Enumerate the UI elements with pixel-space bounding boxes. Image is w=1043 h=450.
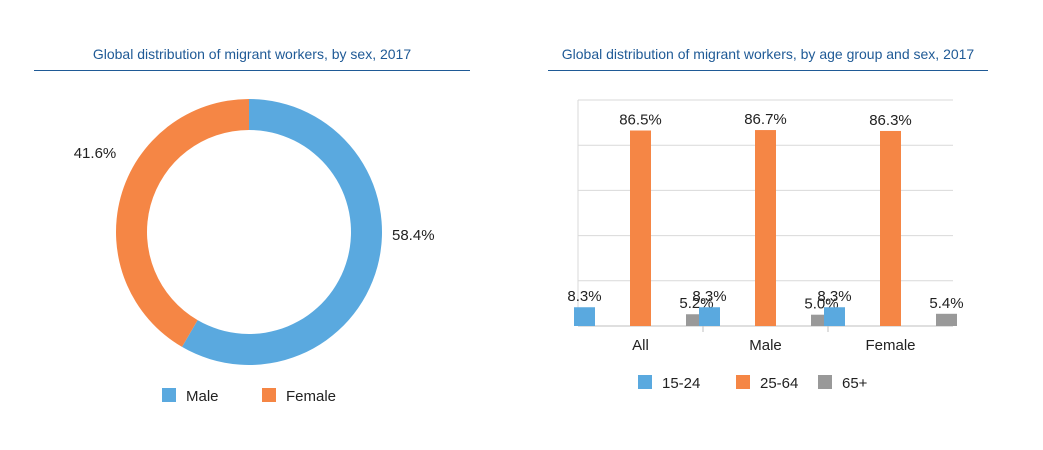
donut-slice-male <box>182 99 382 365</box>
donut-title-rule <box>34 70 470 71</box>
bar-male-25-64 <box>755 130 776 326</box>
donut-slice-female <box>115 99 250 347</box>
x-tick-label-all: All <box>632 337 649 354</box>
bar-male-65+ <box>811 314 832 326</box>
legend-swatch-male <box>162 388 176 402</box>
bar-all-65+ <box>686 314 707 326</box>
legend-swatch-65+ <box>818 375 832 389</box>
x-tick-label-female: Female <box>865 337 915 354</box>
bar-data-label: 86.7% <box>744 111 787 128</box>
legend-label-male: Male <box>186 388 219 405</box>
donut-label-female: 41.6% <box>74 145 117 162</box>
bar-female-65+ <box>936 313 957 326</box>
bar-chart-title: Global distribution of migrant workers, … <box>561 46 975 62</box>
legend-swatch-female <box>262 388 276 402</box>
bar-all-25-64 <box>630 130 651 326</box>
bar-female-25-64 <box>880 130 901 326</box>
bar-data-label: 86.3% <box>869 112 912 129</box>
bar-male-15-24 <box>699 307 720 326</box>
bar-data-label: 5.4% <box>929 295 963 312</box>
donut-chart-title: Global distribution of migrant workers, … <box>92 46 412 62</box>
bar-female-15-24 <box>824 307 845 326</box>
legend-swatch-25-64 <box>736 375 750 389</box>
bar-data-label: 8.3% <box>692 288 726 305</box>
donut-chart: 58.4% 41.6% Male Female <box>74 99 435 405</box>
donut-label-male: 58.4% <box>392 227 435 244</box>
legend-label-female: Female <box>286 388 336 405</box>
legend-label-65+: 65+ <box>842 375 868 392</box>
bar-all-15-24 <box>574 307 595 326</box>
x-tick-label-male: Male <box>749 337 782 354</box>
bar-data-label: 86.5% <box>619 112 662 129</box>
legend-label-15-24: 15-24 <box>662 375 700 392</box>
legend-label-25-64: 25-64 <box>760 375 798 392</box>
bar-title-rule <box>548 70 988 71</box>
legend-swatch-15-24 <box>638 375 652 389</box>
bar-data-label: 8.3% <box>567 288 601 305</box>
bar-data-label: 8.3% <box>817 288 851 305</box>
